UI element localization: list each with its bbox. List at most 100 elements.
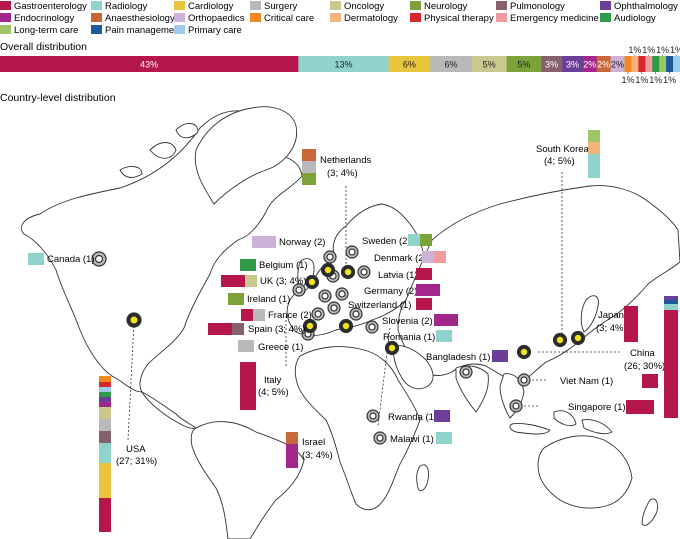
marker-china [516,344,532,360]
marker-france [311,307,325,321]
arctic-islands [119,123,199,178]
marker-latvia [357,265,371,279]
marker-netherlands [320,262,336,278]
overall-label-neurology: 5% [517,60,530,70]
svg-text:Bangladesh (1): Bangladesh (1) [426,352,490,363]
svg-text:Critical care: Critical care [264,13,314,24]
svg-text:(3; 4%): (3; 4%) [596,323,627,334]
overall-segment-pulmonology [541,56,563,72]
overall-distribution-bar: 43%13%6%6%5%5%3%3%2%2%2%1%1%1%1%1%1%1%1% [0,45,680,85]
overall-segment-cardiology [388,56,431,72]
asia-landmass [397,185,680,385]
overall-segment-emergency-medicine [645,56,653,72]
japan-islands [580,295,599,333]
overall-label-orthopaedics: 2% [611,60,624,70]
country-uk: UK (3; 4%) [221,275,306,287]
svg-text:UK (3; 4%): UK (3; 4%) [260,276,306,287]
svg-text:Latvia (1): Latvia (1) [378,270,418,281]
country-viet-nam: Viet Nam (1) [560,374,658,388]
country-norway: Norway (2) [252,236,325,248]
svg-text:Physical therapy: Physical therapy [424,13,494,24]
country-switzerland: Switzerland (1) [348,298,432,311]
svg-text:(27; 31%): (27; 31%) [116,456,157,467]
country-ireland: Ireland (1) [228,293,290,305]
overall-segment-physical-therapy [638,56,646,72]
country-israel: Israel (3; 4%) [286,432,333,468]
svg-text:Pain management: Pain management [105,25,182,36]
svg-text:Gastroenterology: Gastroenterology [14,1,87,12]
country-denmark: Denmark (2) [374,251,446,264]
new-zealand [641,498,659,526]
marker-bangladesh [459,365,473,379]
overall-segment-long-term-care [659,56,667,72]
marker-singapore [509,399,523,413]
legend-item-gastroenterology: Gastroenterology [0,1,87,12]
overall-segment-anaesthesiology [596,56,611,72]
overall-segment-dermatology [631,56,639,72]
australia-landmass [537,435,633,509]
svg-text:Emergency medicine: Emergency medicine [510,13,599,24]
arabian-peninsula [393,345,434,390]
svg-text:USA: USA [126,444,146,455]
svg-text:Israel: Israel [302,437,325,448]
marker-canada [91,251,107,267]
overall-segment-pain-management [666,56,674,72]
country-south-korea: South Korea (4; 5%) [536,130,600,178]
overall-segment-ophthalmology [562,56,584,72]
marker-israel [384,340,400,356]
svg-text:Malawi (1): Malawi (1) [390,434,434,445]
svg-text:(4; 5%): (4; 5%) [544,156,575,167]
marker-south-korea [552,332,568,348]
overall-segment-oncology [471,56,507,72]
overall-label-long-term-care: 1% [656,45,669,55]
marker-italy [338,318,354,334]
svg-text:Japan: Japan [598,310,624,321]
legend-item-emergency-medicine: Emergency medicine [496,13,599,24]
marker-switzerland [327,301,341,315]
marker-uk [304,274,320,290]
overall-label-emergency-medicine: 1% [642,45,655,55]
legend-item-neurology: Neurology [410,1,468,12]
overall-label-pain-management: 1% [663,75,676,85]
overall-label-gastroenterology: 43% [140,60,158,70]
legend-item-endocrinology: Endocrinology [0,13,74,24]
legend-item-pain-management: Pain management [91,25,182,36]
legend-item-orthopaedics: Orthopaedics [174,13,245,24]
overall-segment-orthopaedics [610,56,625,72]
overall-segment-endocrinology [582,56,598,72]
svg-text:Primary care: Primary care [188,25,242,36]
country-france: France (2) [241,309,312,321]
svg-text:Denmark (2): Denmark (2) [374,253,427,264]
marker-ireland [292,283,306,297]
overall-label-critical-care: 1% [621,75,634,85]
legend-item-oncology: Oncology [330,1,384,12]
marker-sweden [345,245,359,259]
overall-segment-critical-care [624,56,632,72]
legend-item-radiology: Radiology [91,1,147,12]
country-malawi: Malawi (1) [390,432,452,445]
svg-text:France (2): France (2) [268,310,312,321]
svg-text:Greece (1): Greece (1) [258,342,303,353]
marker-viet-nam [517,373,531,387]
svg-text:Radiology: Radiology [105,1,147,12]
country-spain: Spain (3; 4%) [208,323,306,335]
svg-text:Netherlands: Netherlands [320,155,371,166]
legend-item-cardiology: Cardiology [174,1,234,12]
svg-text:(3; 4%): (3; 4%) [327,168,358,179]
marker-spain [302,318,318,334]
overall-segment-primary-care [673,56,680,72]
svg-text:Viet Nam (1): Viet Nam (1) [560,376,613,387]
country-belgium: Belgium (1) [240,259,308,271]
svg-text:Canada (1): Canada (1) [47,254,95,265]
overall-segment-neurology [506,56,542,72]
svg-text:Singapore (1): Singapore (1) [568,402,626,413]
legend-item-long-term-care: Long-term care [0,25,78,36]
overall-label-surgery: 6% [445,60,458,70]
marker-norway [323,250,337,264]
legend-item-critical-care: Critical care [250,13,314,24]
legend-item-dermatology: Dermatology [330,13,398,24]
marker-usa [126,312,142,328]
country-slovenia: Slovenia (2) [382,314,458,327]
overall-label-primary-care: 1% [670,45,680,55]
